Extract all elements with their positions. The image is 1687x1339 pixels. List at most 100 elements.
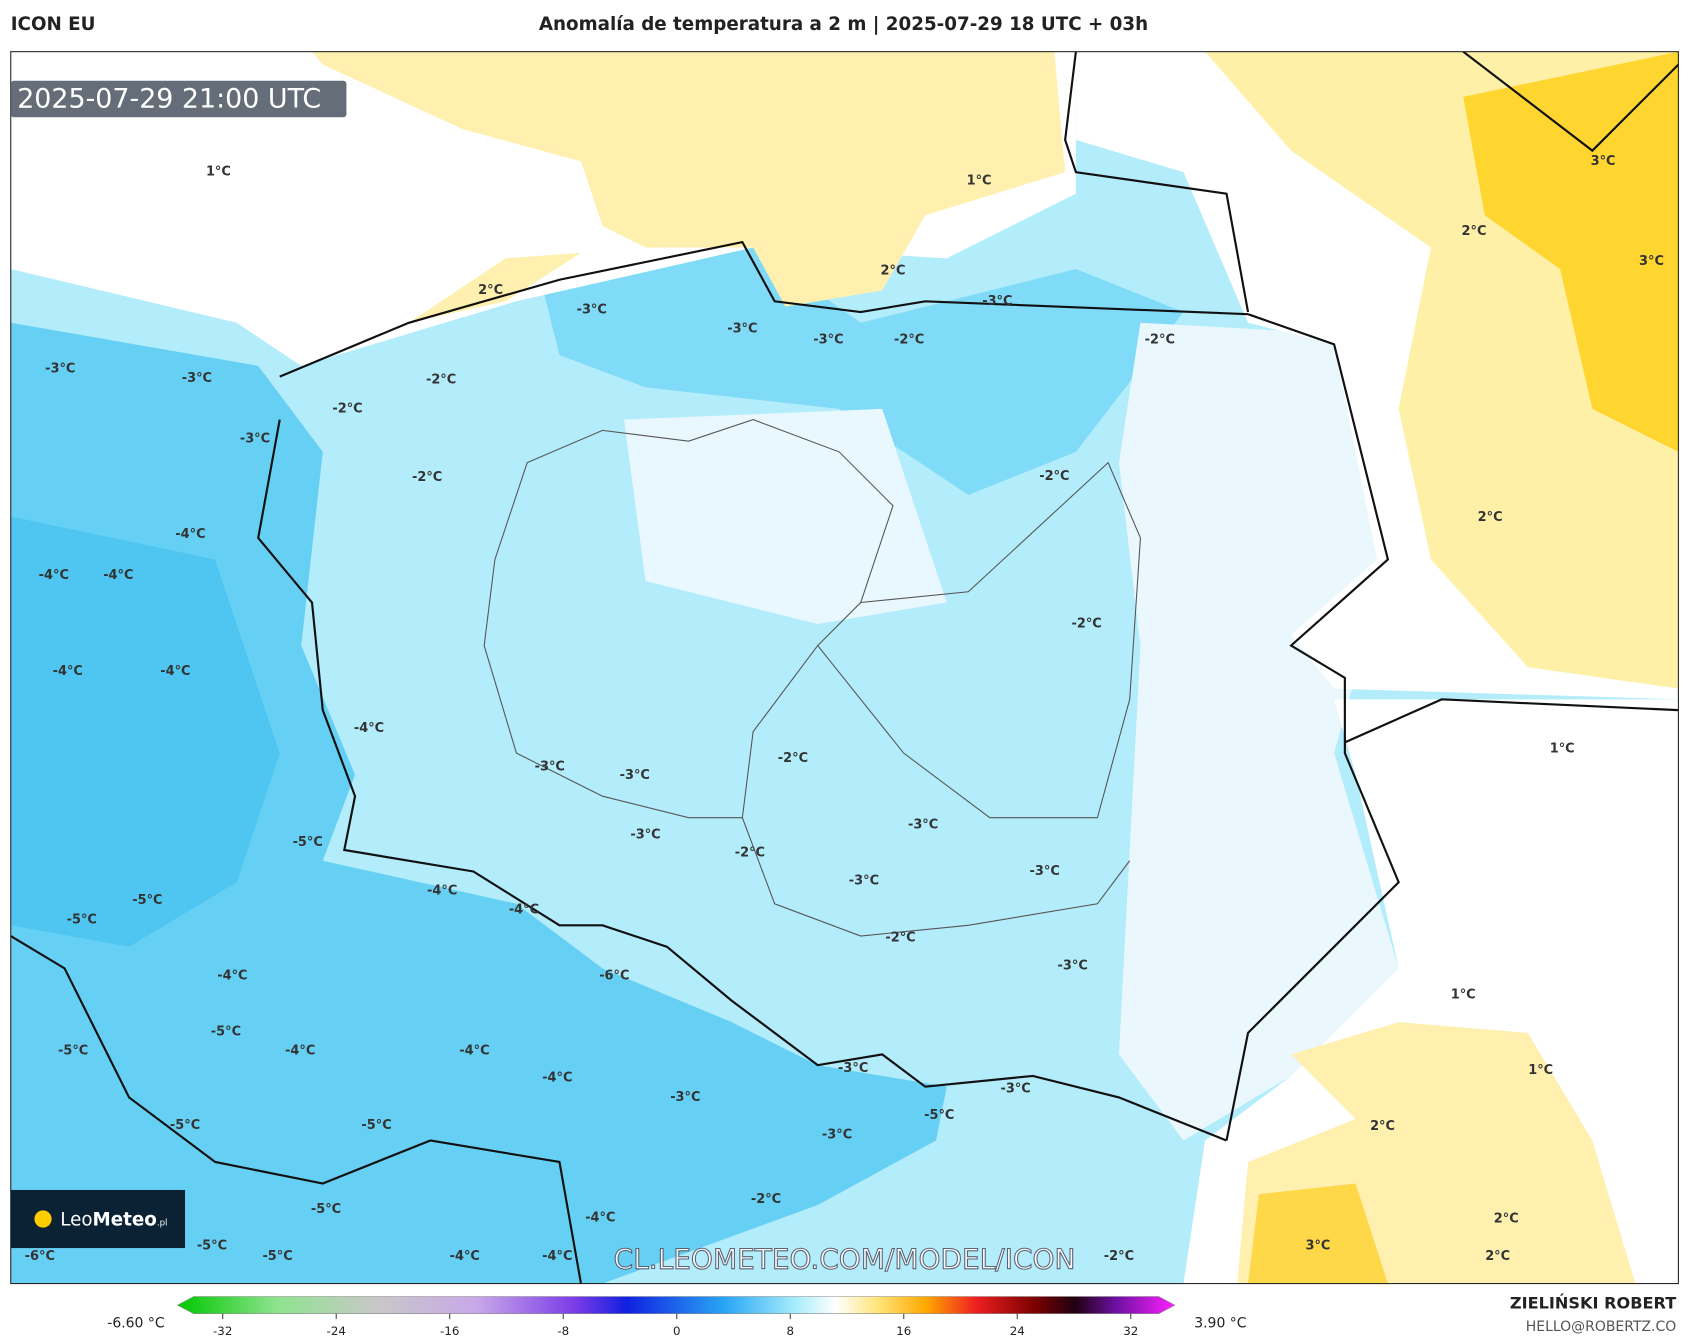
contour-label: -3°C [908,818,938,833]
warm-zone [408,252,581,323]
contour-label: 1°C [206,165,231,180]
contour-label: -3°C [849,874,879,889]
contour-label: -4°C [459,1044,489,1059]
map-frame [10,51,1679,1285]
contour-label: 2°C [478,283,503,298]
logo-sun [34,1210,52,1228]
regions [483,419,1141,937]
contour-label: -4°C [103,568,133,583]
contour-label: -4°C [542,1249,572,1264]
contour-label: 1°C [1550,741,1575,756]
colorbar-tick-label: -24 [327,1324,346,1338]
border [257,419,1227,1142]
border [1064,51,1250,313]
contour-label: -4°C [542,1071,572,1086]
contour-label: -5°C [211,1024,241,1039]
contour-label: -5°C [361,1118,391,1133]
contour-label: 3°C [1306,1238,1331,1253]
colorbar-tick-label: 24 [1010,1324,1025,1338]
contour-label: 3°C [1591,154,1616,169]
contour-label: -2°C [1104,1249,1134,1264]
contour-label: -3°C [630,827,660,842]
contour-label: -5°C [67,912,97,927]
contour-label: -5°C [197,1238,227,1253]
contour-label: -2°C [332,401,362,416]
contour-label: -4°C [285,1044,315,1059]
contour-label: -3°C [982,294,1012,309]
contour-label: -2°C [735,846,765,861]
timestamp-box [10,80,347,118]
author: ZIELIŃSKI ROBERT [1510,1293,1676,1312]
contour-label: 1°C [967,173,992,188]
contour-label: -4°C [585,1210,615,1225]
contour-label: -2°C [1039,469,1069,484]
colorbar [176,1296,1176,1314]
contour-label: -5°C [293,835,323,850]
contour-label: -4°C [53,664,83,679]
contour-label: -6°C [599,968,629,983]
timestamp: 2025-07-29 21:00 UTC [17,84,321,115]
contour-label: -4°C [39,568,69,583]
contour-label: -4°C [175,527,205,542]
hot-zone [1463,51,1679,452]
cold-zone [10,516,280,947]
colorbar-tick-label: 8 [786,1324,794,1338]
contour-label: 1°C [1451,988,1476,1003]
contour-label: -5°C [924,1108,954,1123]
map [10,51,1679,1284]
watermark: CL.LEOMETEO.COM/MODEL/ICON [614,1243,1076,1276]
mild-zone [1118,322,1399,1141]
border [1344,698,1679,744]
contour-label: -2°C [894,333,924,348]
border [10,935,583,1284]
contour-label: 2°C [1485,1249,1510,1264]
contour-label: -4°C [160,664,190,679]
contour-label: 2°C [1478,510,1503,525]
contour-label: -6°C [25,1249,55,1264]
borders [10,51,1679,1284]
hot-zone [1248,1183,1388,1284]
colorbar-tick-label: -16 [440,1324,459,1338]
contour-label: -3°C [535,760,565,775]
contour-label: -3°C [620,768,650,783]
logo-suffix: .pl [157,1218,168,1228]
contour-label: 3°C [1639,254,1664,269]
contour-label: -5°C [132,893,162,908]
contour-label: -2°C [1072,617,1102,632]
logo-name: Leo [60,1209,92,1230]
contour-label: -3°C [240,431,270,446]
colorbar-tick-label: 16 [896,1324,911,1338]
colorbar-tick-label: -32 [213,1324,232,1338]
colorbar-max: 3.90 °C [1194,1316,1246,1332]
contour-label: -4°C [427,883,457,898]
border [1462,51,1679,153]
contour-label: 1°C [1528,1063,1553,1078]
coastline [279,240,1249,378]
contour-label: -3°C [1030,864,1060,879]
contour-label: -3°C [838,1061,868,1076]
colorbar-min: -6.60 °C [107,1316,164,1332]
contour-label: 2°C [1494,1212,1519,1227]
contour-label: -3°C [45,362,75,377]
title: Anomalía de temperatura a 2 m | 2025-07-… [539,14,1148,35]
contour-label: -2°C [751,1192,781,1207]
contour-label: -2°C [412,470,442,485]
contour-label: -3°C [727,322,757,337]
mild-zone [624,408,947,625]
contour-label: -3°C [670,1090,700,1105]
contour-label: -4°C [509,903,539,918]
contour-label: -3°C [813,333,843,348]
contour-label: -3°C [577,302,607,317]
logo-name-bold: Meteo [93,1209,157,1230]
contour-label: -2°C [426,372,456,387]
colorbar-ticks: -32 -24 -16 -8 0 8 16 24 32 [213,1313,1138,1338]
colorbar-tick-label: -8 [557,1324,569,1338]
contour-label: -3°C [1001,1081,1031,1096]
contour-label: -4°C [450,1249,480,1264]
contour-label: -3°C [182,371,212,386]
colorbar-tick-label: 0 [673,1324,681,1338]
contour-label: -5°C [311,1202,341,1217]
cool-zone [537,247,1184,495]
